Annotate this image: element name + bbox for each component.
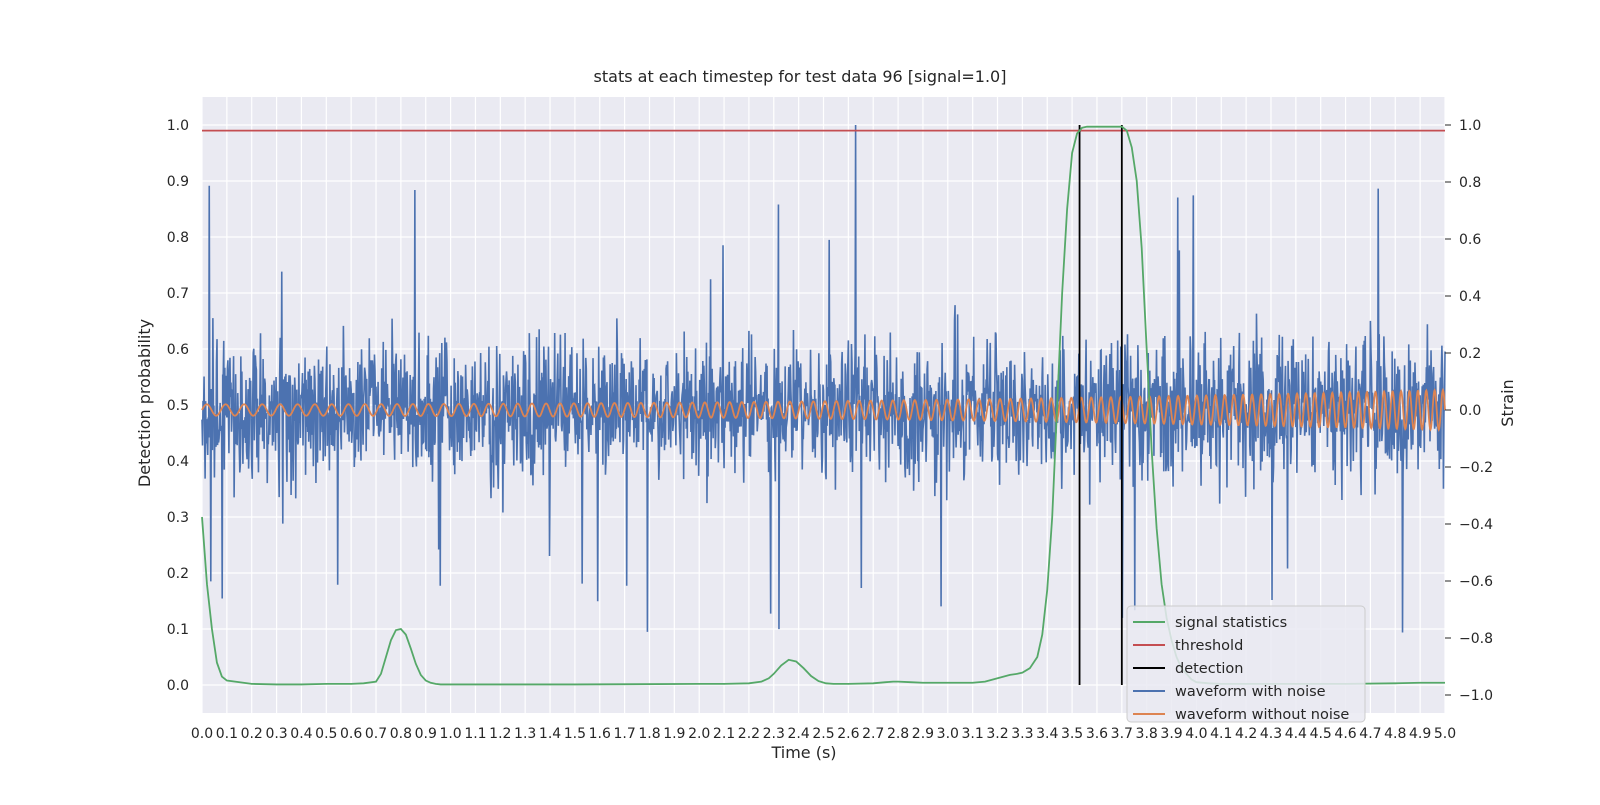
x-tick-label: 1.6 [589, 726, 611, 742]
y-right-tick-label: 0.2 [1459, 346, 1481, 362]
x-tick-label: 2.5 [812, 726, 834, 742]
legend-entry-label: threshold [1175, 638, 1243, 654]
y-right-tick-label: −0.6 [1459, 574, 1493, 590]
x-tick-label: 1.3 [514, 726, 536, 742]
x-tick-label: 0.4 [290, 726, 312, 742]
y-right-tick-label: −0.8 [1459, 631, 1493, 647]
x-tick-label: 3.5 [1061, 726, 1083, 742]
y-left-tick-label: 0.3 [167, 510, 189, 526]
x-tick-label: 0.7 [365, 726, 387, 742]
x-tick-label: 4.9 [1409, 726, 1431, 742]
x-tick-label: 2.4 [788, 726, 810, 742]
x-tick-label: 0.1 [216, 726, 238, 742]
x-tick-label: 3.0 [937, 726, 959, 742]
y-axis-right-label: Strain [1498, 379, 1517, 426]
y-right-tick-label: −0.2 [1459, 460, 1493, 476]
y-left-tick-label: 0.2 [167, 566, 189, 582]
ticks-layer: 0.0 0.1 0.2 0.3 0.4 0.5 0.6 0.7 0.8 0.9 1.0 1.1 1.2 1… [167, 118, 1493, 742]
y-left-tick-label: 0.8 [167, 230, 189, 246]
x-tick-label: 3.9 [1160, 726, 1182, 742]
x-tick-label: 0.2 [241, 726, 263, 742]
x-tick-label: 4.7 [1359, 726, 1381, 742]
x-tick-label: 0.0 [191, 726, 213, 742]
y-axis-left-label: Detection probability [135, 319, 154, 487]
x-tick-label: 0.9 [415, 726, 437, 742]
x-tick-label: 1.4 [539, 726, 561, 742]
legend-entry-label: waveform without noise [1175, 707, 1349, 723]
x-tick-label: 4.3 [1260, 726, 1282, 742]
legend: signal statistics threshold detection wavef… [1126, 605, 1366, 723]
x-tick-label: 4.5 [1310, 726, 1332, 742]
y-left-tick-label: 0.6 [167, 342, 189, 358]
series-layer [201, 124, 1446, 686]
x-tick-label: 1.5 [564, 726, 586, 742]
x-tick-label: 2.0 [688, 726, 710, 742]
x-tick-label: 0.6 [340, 726, 362, 742]
x-tick-label: 4.6 [1334, 726, 1356, 742]
x-tick-label: 1.0 [439, 726, 461, 742]
legend-entry-label: detection [1175, 661, 1243, 677]
x-tick-label: 1.1 [464, 726, 486, 742]
x-tick-label: 4.8 [1384, 726, 1406, 742]
legend-entry-label: signal statistics [1175, 615, 1287, 631]
y-right-tick-label: 0.4 [1459, 289, 1481, 305]
x-tick-label: 4.2 [1235, 726, 1257, 742]
x-tick-label: 1.9 [663, 726, 685, 742]
x-tick-label: 3.3 [1011, 726, 1033, 742]
legend-box [1126, 605, 1366, 723]
x-tick-label: 3.4 [1036, 726, 1058, 742]
x-tick-label: 3.1 [962, 726, 984, 742]
y-left-tick-label: 0.5 [167, 398, 189, 414]
x-tick-label: 4.0 [1185, 726, 1207, 742]
x-tick-label: 2.2 [738, 726, 760, 742]
x-tick-label: 3.8 [1136, 726, 1158, 742]
x-tick-label: 2.6 [837, 726, 859, 742]
x-tick-label: 3.6 [1086, 726, 1108, 742]
y-right-tick-label: 1.0 [1459, 118, 1481, 134]
x-tick-label: 0.8 [390, 726, 412, 742]
series-signal-statistics [201, 125, 1445, 686]
x-tick-label: 4.1 [1210, 726, 1232, 742]
x-tick-label: 2.3 [763, 726, 785, 742]
y-right-tick-label: 0.6 [1459, 232, 1481, 248]
chart-title: stats at each timestep for test data 96 … [594, 67, 1007, 86]
x-tick-label: 2.7 [862, 726, 884, 742]
series-waveform-without-noise [201, 387, 1446, 433]
legend-entry-label: waveform with noise [1175, 684, 1326, 700]
y-right-tick-label: −1.0 [1459, 688, 1493, 704]
x-tick-label: 5.0 [1434, 726, 1456, 742]
y-left-tick-label: 1.0 [167, 118, 189, 134]
x-tick-label: 2.8 [887, 726, 909, 742]
x-tick-label: 1.2 [489, 726, 511, 742]
x-tick-label: 0.5 [315, 726, 337, 742]
x-tick-label: 2.1 [713, 726, 735, 742]
y-left-tick-label: 0.9 [167, 174, 189, 190]
y-right-tick-label: −0.4 [1459, 517, 1493, 533]
x-axis-label: Time (s) [770, 743, 836, 762]
y-left-tick-label: 0.7 [167, 286, 189, 302]
y-left-tick-label: 0.1 [167, 622, 189, 638]
y-left-tick-label: 0.4 [167, 454, 189, 470]
x-tick-label: 1.8 [638, 726, 660, 742]
y-right-tick-label: 0.0 [1459, 403, 1481, 419]
series-waveform-with-noise [201, 124, 1446, 633]
x-tick-label: 0.3 [265, 726, 287, 742]
x-tick-label: 2.9 [912, 726, 934, 742]
y-right-tick-label: 0.8 [1459, 175, 1481, 191]
x-tick-label: 4.4 [1285, 726, 1307, 742]
y-left-tick-label: 0.0 [167, 678, 189, 694]
x-tick-label: 1.7 [613, 726, 635, 742]
x-tick-label: 3.2 [986, 726, 1008, 742]
x-tick-label: 3.7 [1111, 726, 1133, 742]
